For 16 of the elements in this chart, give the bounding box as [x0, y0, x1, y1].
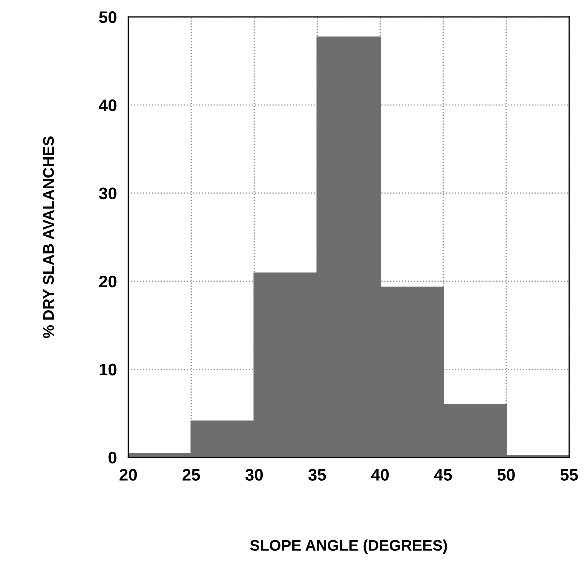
y-tick-label: 40: [99, 100, 117, 112]
x-tick-label: 45: [434, 469, 452, 481]
y-tick-label: 50: [99, 12, 117, 24]
y-tick-label: 20: [99, 276, 117, 288]
y-tick-label: 30: [99, 188, 117, 200]
x-axis-title: SLOPE ANGLE (DEGREES): [250, 540, 448, 554]
x-tick-label: 30: [246, 469, 264, 481]
x-tick-label: 25: [182, 469, 200, 481]
x-tick-label: 40: [371, 469, 390, 481]
y-tick-label: 0: [108, 452, 117, 464]
x-tick-label: 50: [498, 469, 515, 481]
x-tick-label: 55: [560, 469, 578, 481]
x-tick-label: 35: [308, 469, 326, 481]
x-tick-label: 20: [120, 469, 138, 481]
y-axis-title: % DRY SLAB AVALANCHES: [43, 136, 54, 338]
y-tick-label: 10: [100, 364, 117, 376]
